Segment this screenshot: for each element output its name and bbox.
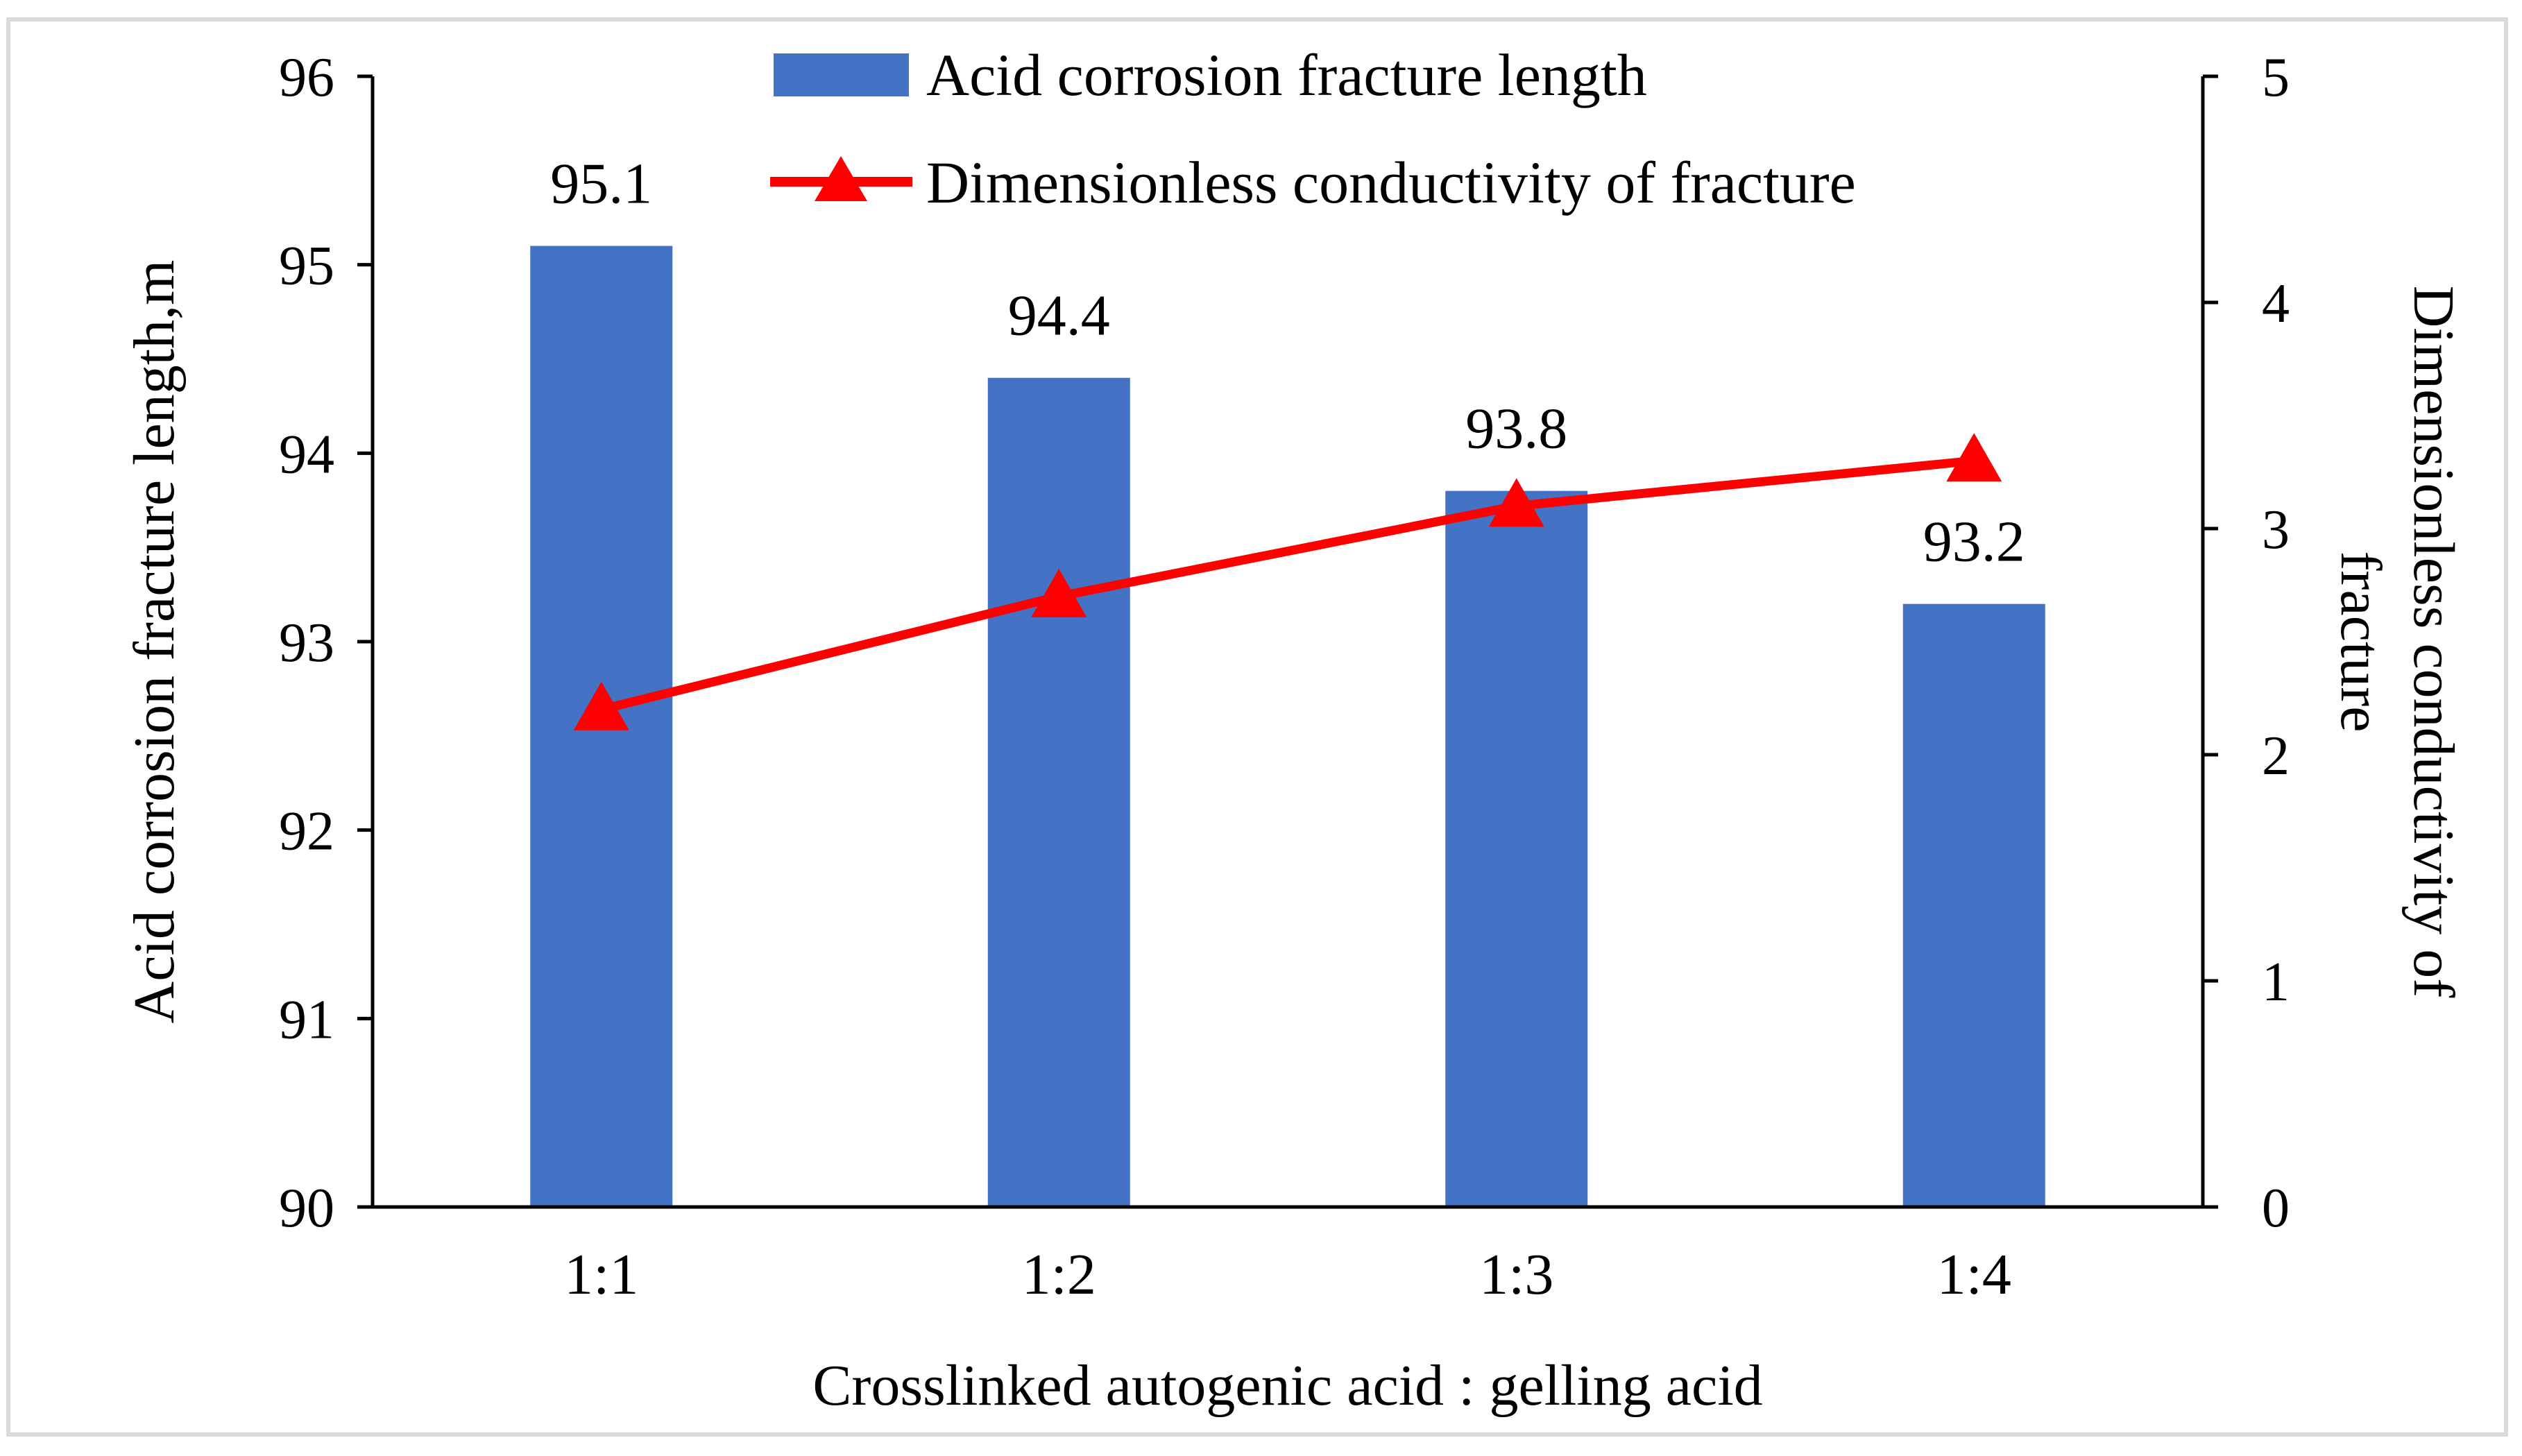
right-y-tick-label-0: 0 <box>2262 1178 2290 1239</box>
bar-data-label-3: 93.8 <box>1465 397 1567 461</box>
legend: Acid corrosion fracture length Dimension… <box>770 42 1856 216</box>
bar-data-labels: 95.1 94.4 93.8 93.2 <box>550 152 2025 574</box>
line-series <box>573 433 2002 730</box>
left-y-tick-label-93: 93 <box>279 613 334 674</box>
left-y-tick-label-92: 92 <box>279 801 334 862</box>
x-category-label-2: 1:2 <box>1022 1242 1096 1307</box>
right-y-tick-label-3: 3 <box>2262 499 2290 560</box>
bar-series <box>530 246 2045 1207</box>
left-y-ticks: 90 91 92 93 94 95 96 <box>279 47 373 1239</box>
bar-data-label-2: 94.4 <box>1008 284 1110 348</box>
x-axis-title: Crosslinked autogenic acid : gelling aci… <box>812 1353 1762 1418</box>
bar-3 <box>1445 490 1588 1207</box>
triangle-marker-1 <box>573 681 629 730</box>
triangle-marker-4 <box>1946 433 2002 482</box>
right-y-ticks: 0 1 2 3 4 5 <box>2203 47 2290 1239</box>
chart-frame <box>6 17 2508 1437</box>
legend-line-label: Dimensionless conductivity of fracture <box>926 149 1856 216</box>
bar-data-label-4: 93.2 <box>1923 510 2025 574</box>
right-y-axis-title-line-1: Dimensionless conductivity of <box>2401 286 2466 998</box>
x-category-label-4: 1:4 <box>1937 1242 2011 1307</box>
legend-triangle-marker-icon <box>815 156 867 201</box>
left-y-axis-title: Acid corrosion fracture length,m <box>122 260 187 1024</box>
triangle-marker-2 <box>1031 568 1087 617</box>
x-category-label-3: 1:3 <box>1479 1242 1553 1307</box>
right-y-tick-label-1: 1 <box>2262 952 2290 1013</box>
conductivity-line <box>600 456 1975 714</box>
legend-bar-label: Acid corrosion fracture length <box>926 42 1647 108</box>
x-category-label-1: 1:1 <box>564 1242 638 1307</box>
right-y-tick-label-4: 4 <box>2262 273 2290 334</box>
right-y-tick-label-5: 5 <box>2262 47 2290 108</box>
left-y-tick-label-94: 94 <box>279 424 334 485</box>
legend-bar-swatch <box>774 53 909 96</box>
x-category-labels: 1:1 1:2 1:3 1:4 <box>564 1242 2011 1307</box>
left-y-tick-label-95: 95 <box>279 236 334 297</box>
right-y-tick-label-2: 2 <box>2262 726 2290 787</box>
bar-4 <box>1902 603 2045 1207</box>
left-y-tick-label-91: 91 <box>279 989 334 1050</box>
right-y-axis-title-line-2: fracture <box>2328 551 2393 732</box>
left-y-tick-label-90: 90 <box>279 1178 334 1239</box>
triangle-marker-3 <box>1488 478 1544 527</box>
left-y-tick-label-96: 96 <box>279 47 334 108</box>
bar-data-label-1: 95.1 <box>550 152 652 216</box>
bar-2 <box>987 377 1130 1207</box>
